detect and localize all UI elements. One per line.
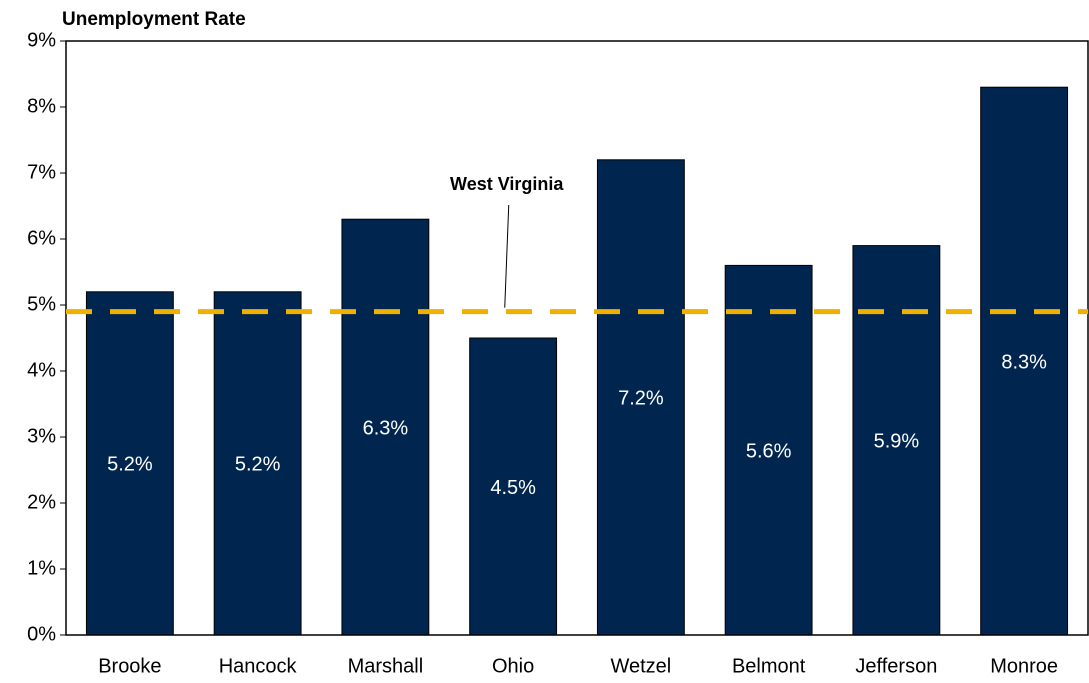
value-label: 6.3% — [363, 417, 409, 439]
y-tick-label: 1% — [27, 557, 56, 579]
x-tick-label: Wetzel — [610, 655, 671, 677]
x-tick-label: Hancock — [219, 655, 298, 677]
y-tick-label: 4% — [27, 359, 56, 381]
y-tick-label: 0% — [27, 623, 56, 645]
value-label: 5.2% — [235, 454, 281, 476]
y-tick-label: 9% — [27, 29, 56, 51]
x-tick-label: Ohio — [492, 655, 534, 677]
reference-label: West Virginia — [450, 174, 564, 194]
bar — [469, 337, 558, 636]
y-tick-label: 5% — [27, 293, 56, 315]
y-tick-label: 3% — [27, 425, 56, 447]
bar — [85, 291, 174, 636]
chart-title: Unemployment Rate — [62, 9, 246, 30]
y-tick-label: 2% — [27, 491, 56, 513]
y-tick-label: 8% — [27, 95, 56, 117]
x-tick-label: Belmont — [732, 655, 806, 677]
y-tick-label: 6% — [27, 227, 56, 249]
x-tick-label: Jefferson — [855, 655, 937, 677]
bar — [980, 86, 1069, 636]
value-label: 4.5% — [490, 477, 536, 499]
x-tick-label: Marshall — [348, 655, 424, 677]
annotation-leader — [504, 204, 510, 308]
bar — [596, 159, 685, 636]
plot-frame — [65, 40, 1089, 636]
bar — [724, 264, 813, 636]
value-label: 7.2% — [618, 388, 664, 410]
value-label: 5.6% — [746, 440, 792, 462]
value-label: 5.9% — [874, 431, 920, 453]
value-label: 8.3% — [1001, 351, 1047, 373]
y-tick-label: 7% — [27, 161, 56, 183]
x-tick-label: Monroe — [990, 655, 1058, 677]
value-label: 5.2% — [107, 454, 153, 476]
x-tick-label: Brooke — [98, 655, 161, 677]
bar — [213, 291, 302, 636]
